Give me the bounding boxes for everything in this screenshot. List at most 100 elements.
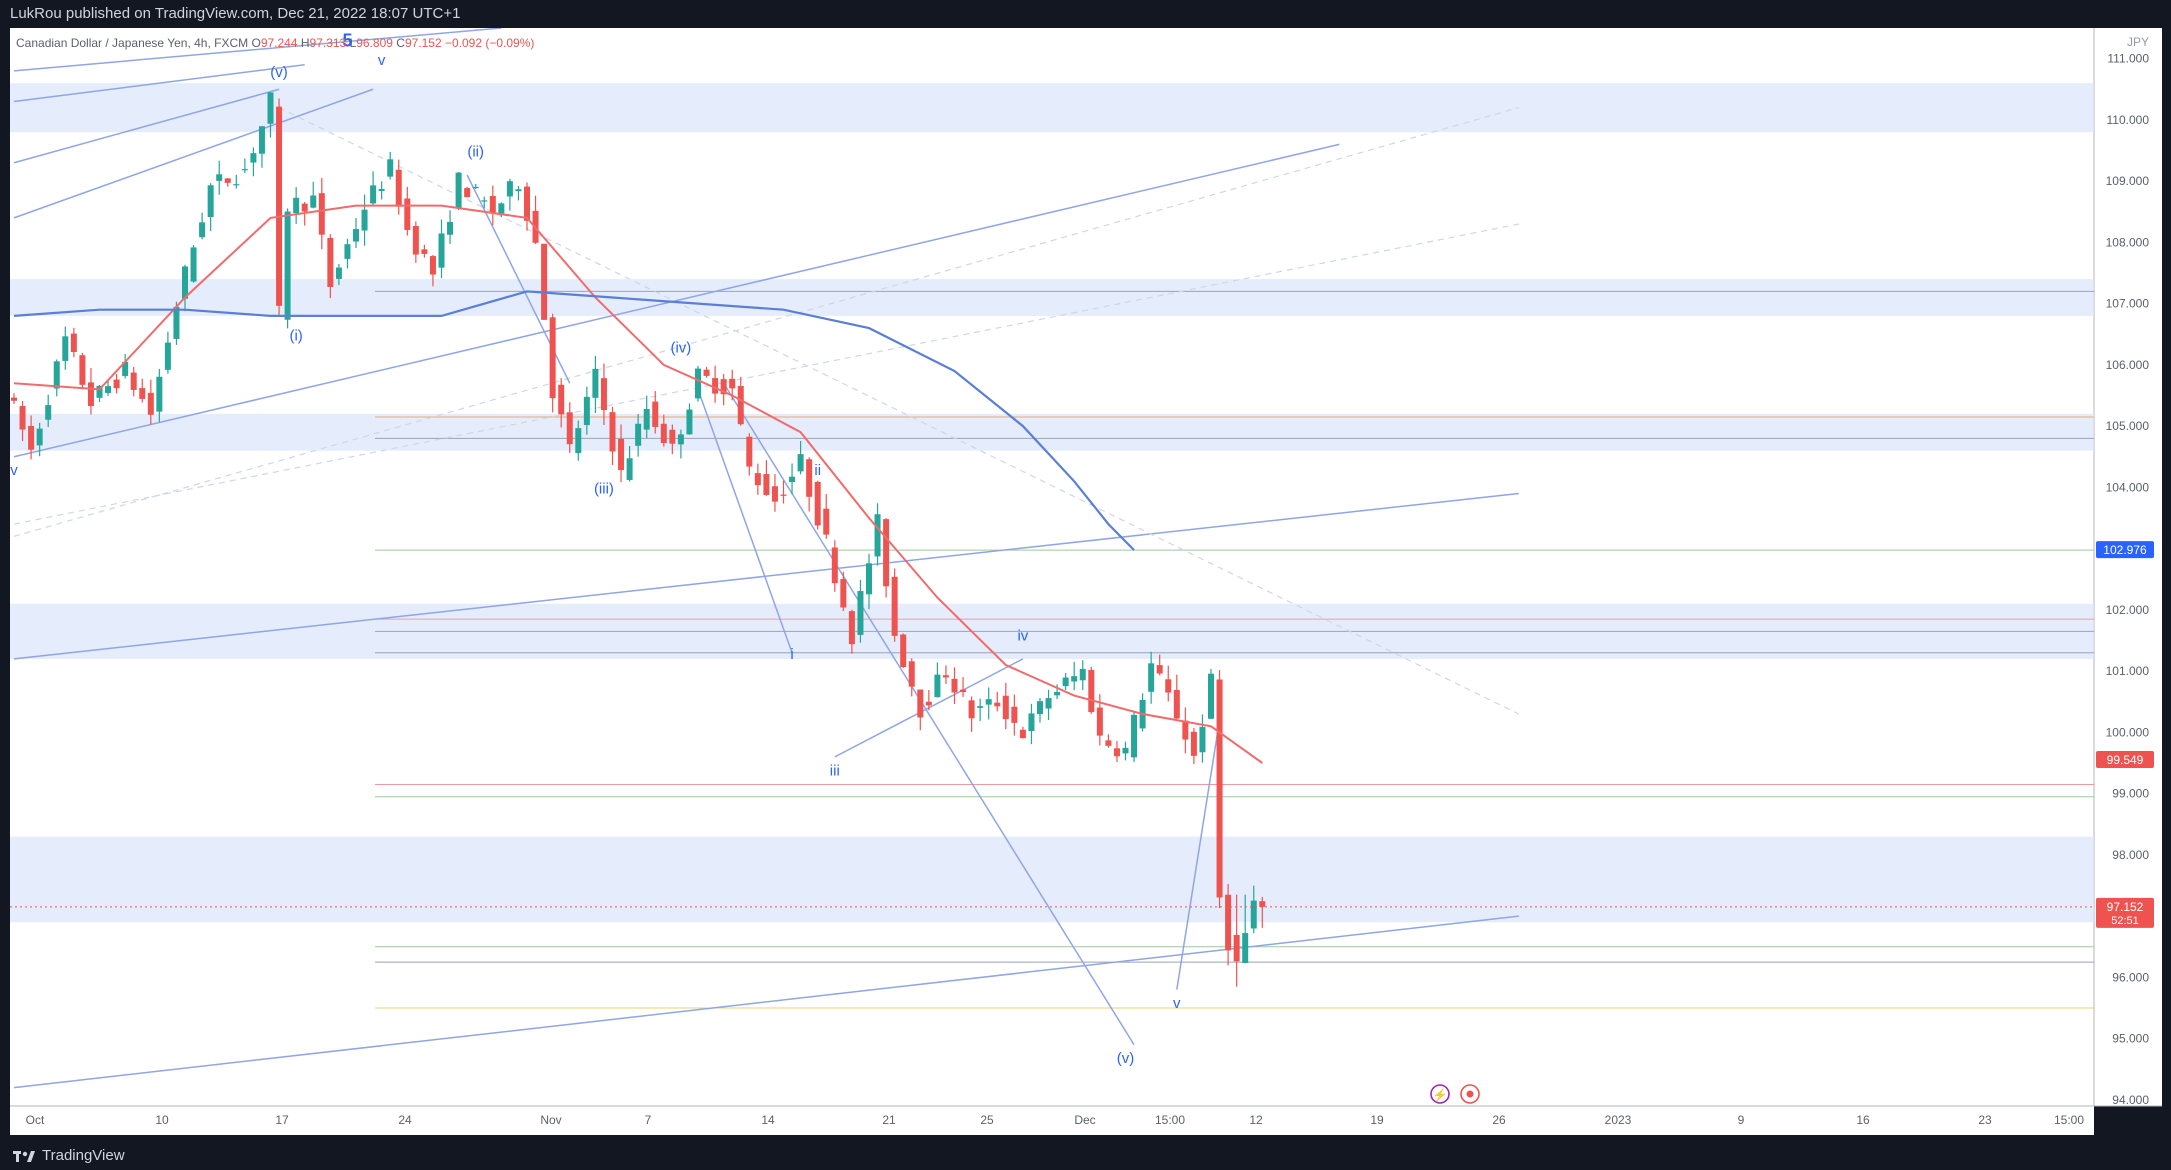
- candle[interactable]: [199, 222, 206, 238]
- candle[interactable]: [301, 203, 308, 212]
- candle[interactable]: [45, 405, 52, 420]
- candle[interactable]: [1071, 676, 1078, 682]
- candle[interactable]: [11, 397, 17, 401]
- candle[interactable]: [113, 379, 120, 389]
- candle[interactable]: [1242, 933, 1249, 963]
- candle[interactable]: [618, 439, 625, 471]
- candle[interactable]: [746, 436, 753, 467]
- candle[interactable]: [549, 317, 556, 399]
- candle[interactable]: [695, 368, 701, 399]
- candle[interactable]: [284, 211, 291, 320]
- candle[interactable]: [712, 378, 719, 394]
- candle[interactable]: [395, 169, 402, 207]
- price-axis[interactable]: [2094, 28, 2162, 1106]
- trendline[interactable]: [13, 88, 280, 164]
- candle[interactable]: [293, 197, 300, 214]
- candle[interactable]: [908, 661, 915, 687]
- candle[interactable]: [960, 689, 967, 693]
- price-badge[interactable]: [2096, 541, 2154, 559]
- plot-area[interactable]: [10, 28, 2094, 1106]
- candle[interactable]: [1037, 701, 1043, 715]
- candle[interactable]: [258, 126, 265, 154]
- candle[interactable]: [951, 678, 958, 693]
- candle[interactable]: [182, 266, 188, 299]
- candle[interactable]: [857, 591, 864, 635]
- candle[interactable]: [28, 425, 35, 450]
- candle[interactable]: [447, 221, 454, 235]
- candle[interactable]: [1233, 934, 1240, 962]
- candle[interactable]: [344, 244, 351, 259]
- candle[interactable]: [387, 159, 394, 177]
- candle[interactable]: [831, 547, 838, 584]
- candle[interactable]: [1019, 729, 1026, 739]
- candle[interactable]: [942, 675, 949, 678]
- trendline[interactable]: [13, 143, 1340, 458]
- candle[interactable]: [925, 701, 932, 706]
- trendline[interactable]: [13, 64, 305, 103]
- candle[interactable]: [276, 106, 283, 306]
- candle[interactable]: [994, 702, 1001, 707]
- candle[interactable]: [763, 474, 770, 496]
- candle[interactable]: [754, 473, 761, 486]
- candle[interactable]: [737, 386, 744, 425]
- candle[interactable]: [96, 385, 103, 398]
- candle[interactable]: [378, 188, 385, 191]
- candle[interactable]: [216, 174, 223, 181]
- candle[interactable]: [900, 634, 907, 667]
- candle[interactable]: [207, 185, 214, 218]
- candle[interactable]: [789, 476, 796, 483]
- candle[interactable]: [464, 188, 471, 198]
- lightning-event-icon[interactable]: [1430, 1084, 1450, 1104]
- candle[interactable]: [592, 368, 599, 398]
- candle[interactable]: [797, 454, 804, 472]
- trendline[interactable]: [697, 389, 793, 654]
- candle[interactable]: [105, 386, 112, 393]
- tradingview-brand[interactable]: TradingView: [12, 1147, 125, 1164]
- candle[interactable]: [250, 153, 257, 163]
- candle[interactable]: [310, 195, 317, 208]
- candle[interactable]: [771, 486, 778, 502]
- candle[interactable]: [806, 459, 813, 497]
- candle[interactable]: [62, 336, 69, 361]
- candle[interactable]: [318, 193, 325, 235]
- candle[interactable]: [1122, 747, 1129, 754]
- candle[interactable]: [677, 434, 684, 445]
- candle[interactable]: [147, 392, 154, 415]
- candle[interactable]: [241, 169, 248, 171]
- candle[interactable]: [917, 689, 924, 718]
- candle[interactable]: [233, 184, 240, 186]
- candle[interactable]: [1148, 663, 1155, 692]
- candle[interactable]: [1079, 668, 1086, 681]
- candle[interactable]: [866, 563, 872, 595]
- candle[interactable]: [515, 189, 522, 192]
- candle[interactable]: [412, 225, 419, 255]
- candle[interactable]: [404, 198, 411, 230]
- candle[interactable]: [87, 382, 94, 407]
- candle[interactable]: [122, 361, 129, 376]
- candle[interactable]: [1173, 689, 1180, 719]
- candle[interactable]: [190, 247, 197, 282]
- candle[interactable]: [1259, 901, 1266, 907]
- candle[interactable]: [1131, 714, 1138, 758]
- candle[interactable]: [626, 458, 633, 480]
- candle[interactable]: [361, 209, 368, 231]
- candle[interactable]: [729, 378, 736, 389]
- candle[interactable]: [583, 396, 590, 426]
- candle[interactable]: [1208, 673, 1214, 719]
- candle[interactable]: [139, 388, 146, 399]
- candle[interactable]: [1105, 740, 1112, 746]
- candle[interactable]: [1113, 748, 1120, 757]
- candle[interactable]: [506, 181, 513, 197]
- candle[interactable]: [438, 233, 445, 268]
- time-axis[interactable]: [10, 1106, 2094, 1135]
- candle[interactable]: [489, 195, 496, 214]
- candle[interactable]: [156, 376, 163, 412]
- candle[interactable]: [79, 355, 86, 385]
- trendline[interactable]: [1176, 720, 1221, 990]
- candle[interactable]: [643, 408, 650, 430]
- moving-average-red[interactable]: [13, 204, 1263, 764]
- trendline[interactable]: [13, 492, 1519, 660]
- trendline[interactable]: [13, 88, 374, 219]
- candle[interactable]: [566, 412, 573, 445]
